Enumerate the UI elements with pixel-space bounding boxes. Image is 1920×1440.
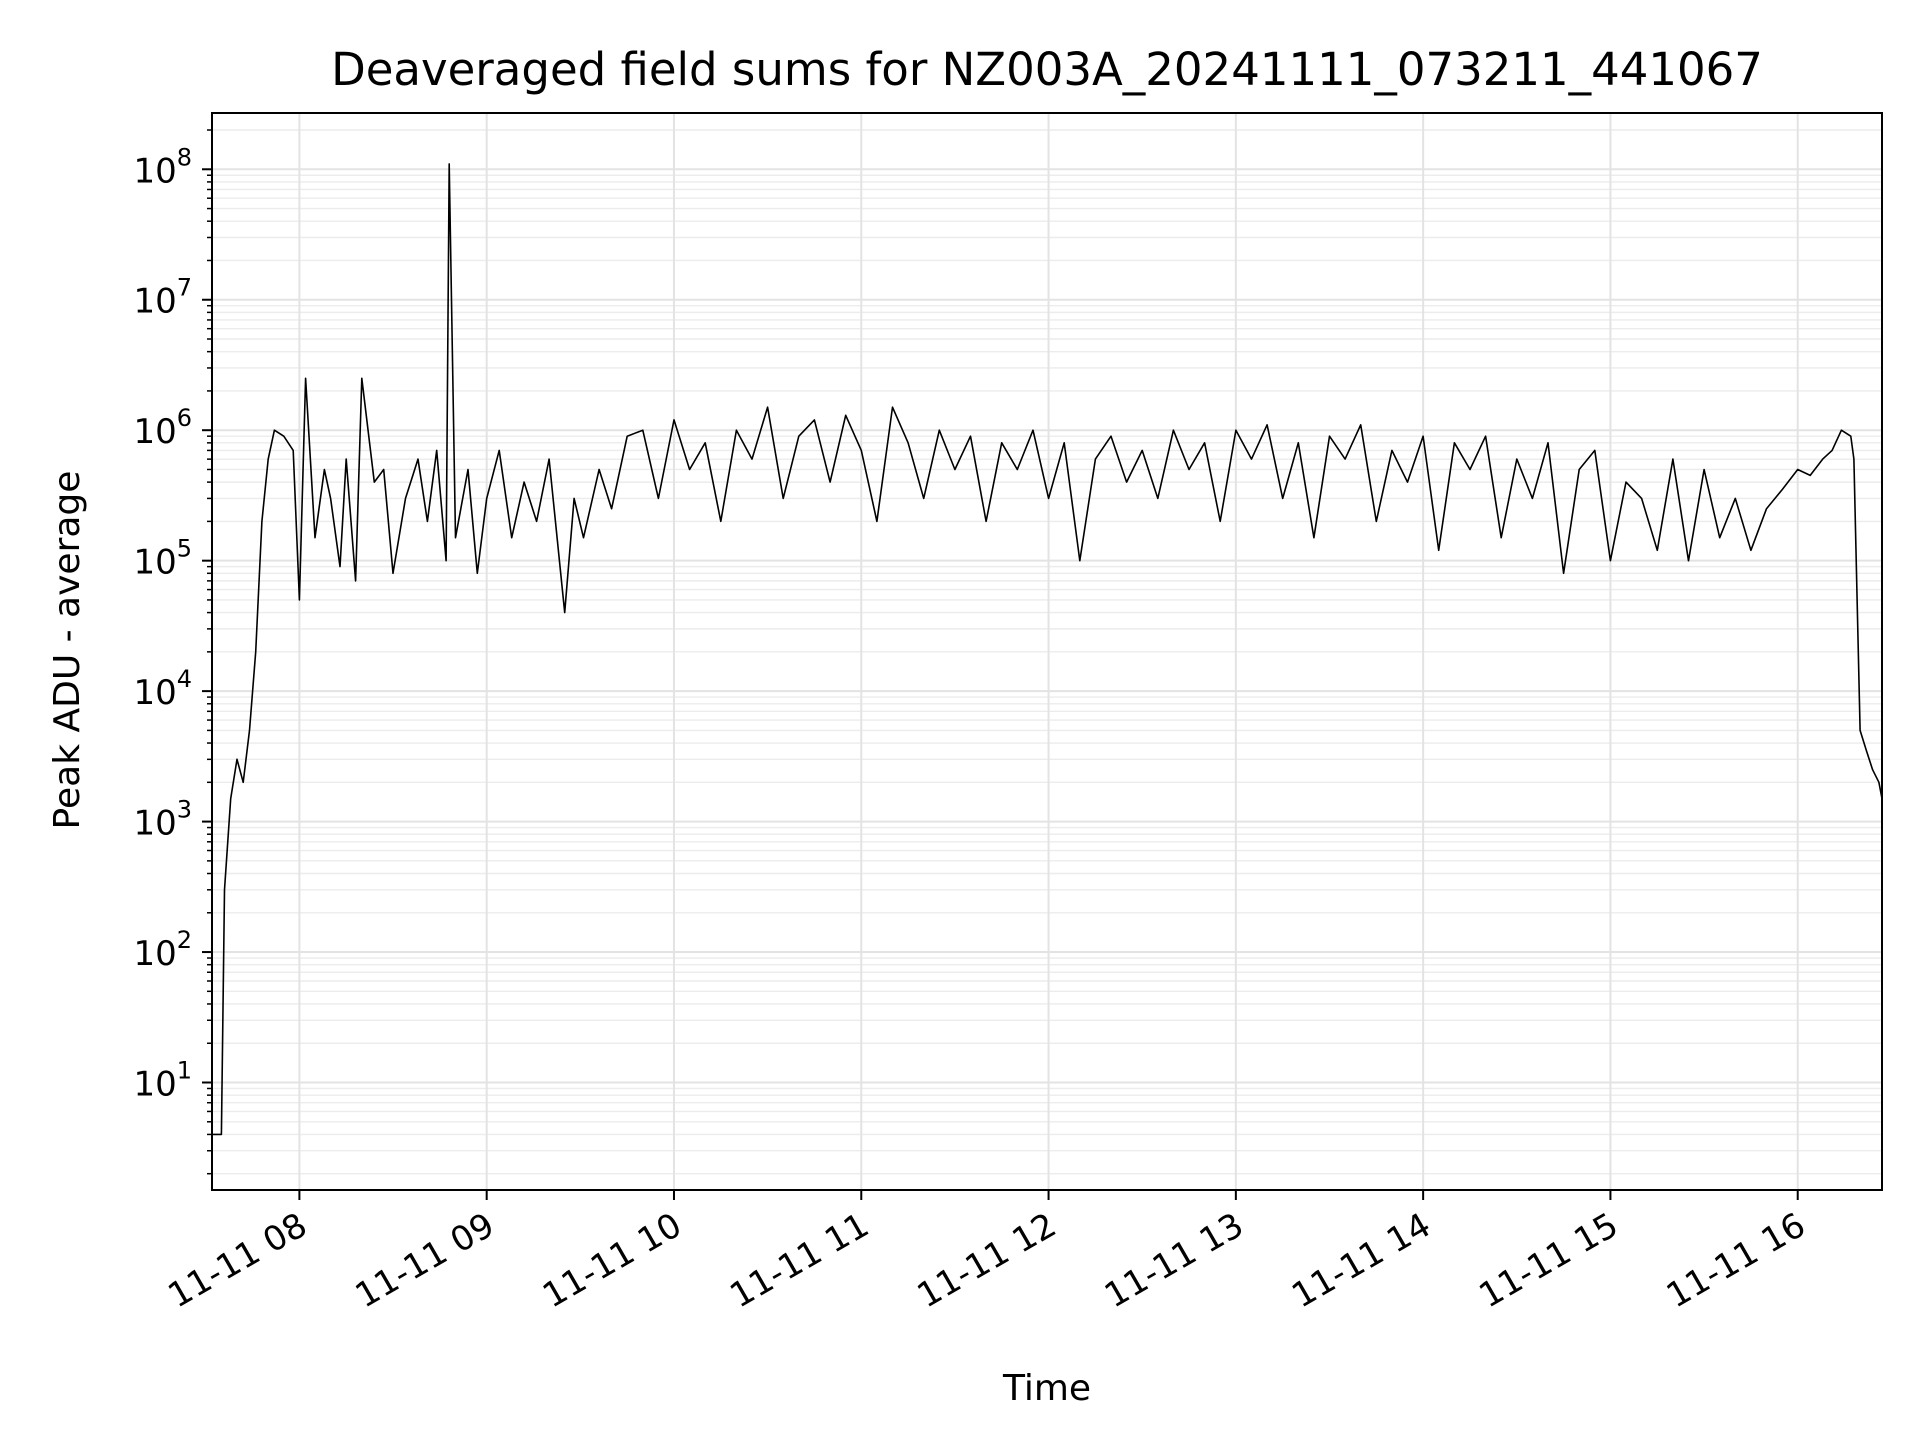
y-tick-label: 103 <box>133 796 192 844</box>
y-tick-label: 102 <box>133 926 192 974</box>
chart-title: Deaveraged field sums for NZ003A_2024111… <box>331 43 1763 96</box>
y-tick-label: 105 <box>133 535 192 583</box>
minor-grid <box>212 129 1882 1175</box>
series-line <box>212 163 1882 1136</box>
y-tick-label: 101 <box>133 1057 192 1105</box>
y-axis-label: Peak ADU - average <box>47 471 88 830</box>
major-grid <box>212 113 1882 1190</box>
y-tick-label: 106 <box>133 404 192 452</box>
y-tick-label: 108 <box>133 143 192 191</box>
y-axis-ticks: 101 102 103 104 105 106 107 108 <box>133 129 212 1175</box>
y-tick-label: 104 <box>133 665 192 713</box>
x-axis-label: Time <box>1002 1368 1091 1409</box>
y-tick-label: 107 <box>133 274 192 322</box>
plot-area <box>211 112 1883 1191</box>
